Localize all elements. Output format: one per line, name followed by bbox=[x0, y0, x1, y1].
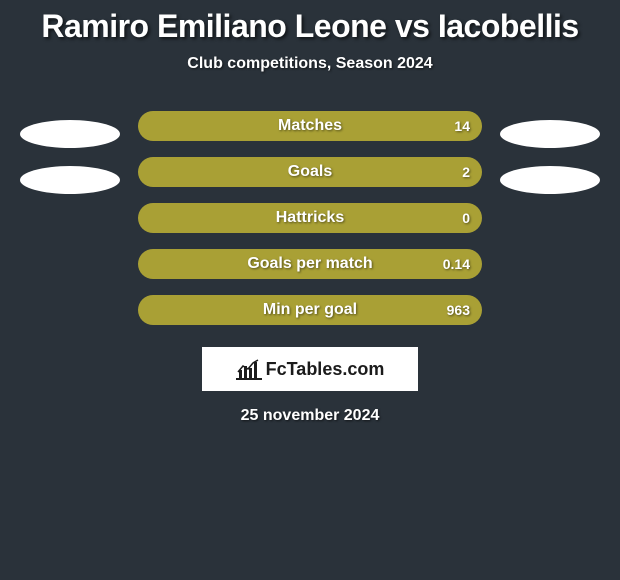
stat-label: Min per goal bbox=[138, 301, 482, 319]
player-left-indicator bbox=[20, 120, 120, 148]
stat-bar: Hattricks0 bbox=[138, 203, 482, 233]
page-subtitle: Club competitions, Season 2024 bbox=[0, 55, 620, 73]
stat-row: Matches14 bbox=[0, 111, 620, 157]
stat-label: Goals bbox=[138, 163, 482, 181]
comparison-card: Ramiro Emiliano Leone vs Iacobellis Club… bbox=[0, 0, 620, 425]
stats-area: Matches14 Goals2 Hattricks0 Goals per match… bbox=[0, 111, 620, 341]
stat-value-right: 0.14 bbox=[443, 256, 470, 272]
stat-bar: Goals2 bbox=[138, 157, 482, 187]
stat-row: Min per goal963 bbox=[0, 295, 620, 341]
stat-value-right: 2 bbox=[462, 164, 470, 180]
logo-text: FcTables.com bbox=[266, 359, 385, 380]
stat-label: Goals per match bbox=[138, 255, 482, 273]
stat-bar: Min per goal963 bbox=[138, 295, 482, 325]
chart-icon bbox=[236, 358, 262, 380]
snapshot-date: 25 november 2024 bbox=[0, 407, 620, 425]
player-right-indicator bbox=[500, 120, 600, 148]
stat-bar: Goals per match0.14 bbox=[138, 249, 482, 279]
stat-value-right: 14 bbox=[454, 118, 470, 134]
stat-row: Hattricks0 bbox=[0, 203, 620, 249]
stat-label: Hattricks bbox=[138, 209, 482, 227]
stat-row: Goals2 bbox=[0, 157, 620, 203]
player-right-indicator bbox=[500, 166, 600, 194]
stat-value-right: 963 bbox=[447, 302, 470, 318]
stat-label: Matches bbox=[138, 117, 482, 135]
page-title: Ramiro Emiliano Leone vs Iacobellis bbox=[0, 8, 620, 45]
logo-box[interactable]: FcTables.com bbox=[202, 347, 418, 391]
stat-value-right: 0 bbox=[462, 210, 470, 226]
player-left-indicator bbox=[20, 166, 120, 194]
stat-bar: Matches14 bbox=[138, 111, 482, 141]
stat-row: Goals per match0.14 bbox=[0, 249, 620, 295]
